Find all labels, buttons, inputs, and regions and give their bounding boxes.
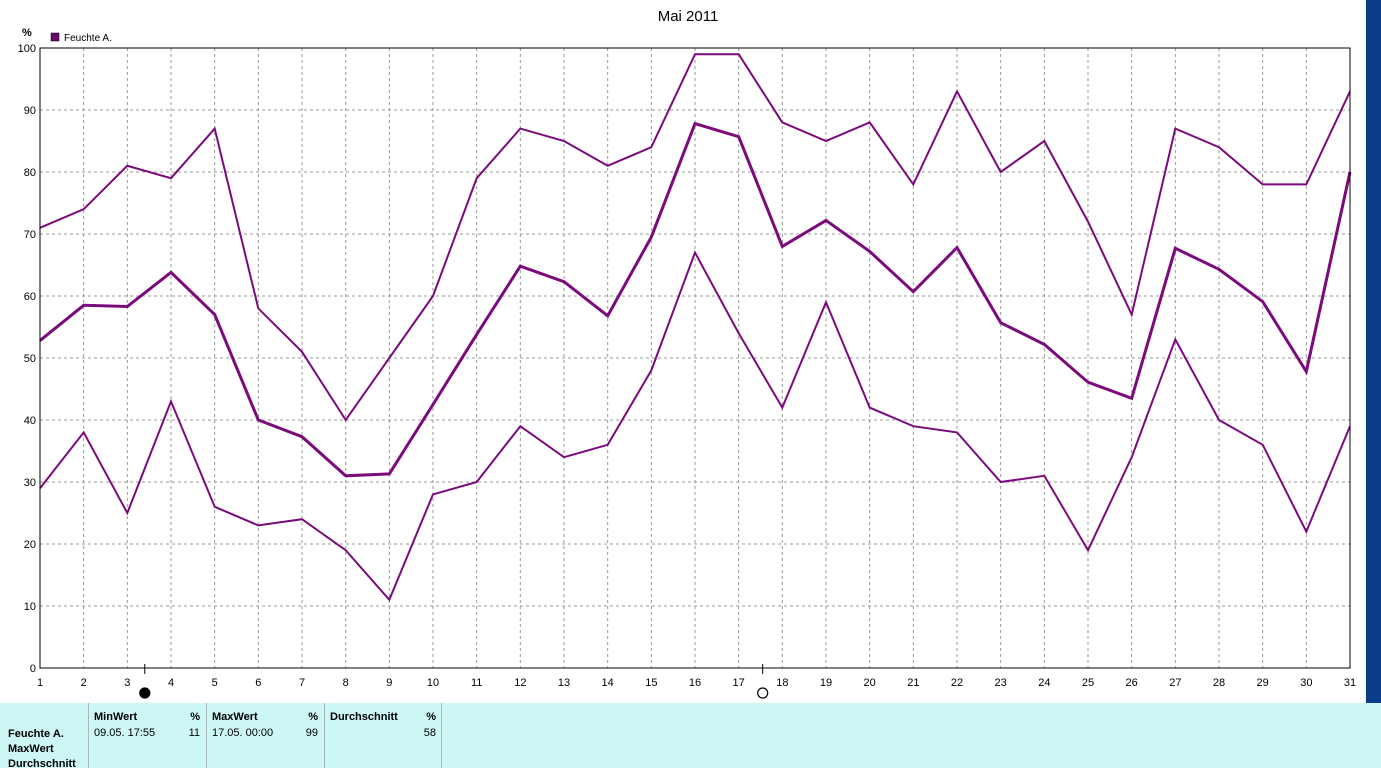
chart-title: Mai 2011 — [658, 8, 719, 25]
stats-row-label: Durchschnitt — [8, 758, 76, 768]
x-tick-label: 5 — [212, 677, 218, 689]
x-tick-label: 8 — [343, 677, 349, 689]
stats-column-header: Durchschnitt — [330, 711, 398, 723]
series-line-max — [39, 53, 1351, 422]
x-tick-label: 24 — [1038, 677, 1050, 689]
x-tick-label: 2 — [81, 677, 87, 689]
moon-markers — [139, 664, 769, 699]
grid-lines — [40, 48, 1350, 668]
x-tick-label: 19 — [820, 677, 832, 689]
x-tick-label: 21 — [907, 677, 919, 689]
stats-row-labels: Feuchte A. MaxWert Durchschnitt — [8, 727, 76, 768]
y-tick-label: 0 — [30, 663, 36, 675]
new-moon-icon — [757, 687, 769, 699]
stats-column-max: MaxWert % 17.05. 00:00 99 — [206, 703, 324, 768]
full-moon-icon — [139, 687, 151, 699]
x-tick-label: 25 — [1082, 677, 1094, 689]
series-line-average — [39, 121, 1352, 478]
x-tick-label: 28 — [1213, 677, 1225, 689]
stats-min-time: 09.05. 17:55 — [94, 727, 156, 739]
stats-max-value: 99 — [305, 727, 318, 739]
stats-max-time: 17.05. 00:00 — [212, 727, 274, 739]
stats-min-value: 11 — [188, 727, 200, 739]
x-tick-label: 17 — [733, 677, 745, 689]
y-tick-label: 70 — [24, 229, 36, 241]
stats-column-unit: % — [190, 711, 200, 723]
x-tick-label: 4 — [168, 677, 174, 689]
stats-column-min: MinWert % 09.05. 17:55 11 — [88, 703, 206, 768]
x-tick-label: 1 — [37, 677, 43, 689]
y-tick-label: 80 — [24, 167, 36, 179]
y-tick-label: 20 — [24, 539, 36, 551]
stats-column-unit: % — [308, 711, 318, 723]
x-tick-label: 26 — [1126, 677, 1138, 689]
stats-column-avg: Durchschnitt % 58 — [324, 703, 442, 768]
stats-column-unit: % — [426, 711, 436, 723]
y-tick-label: 100 — [18, 43, 36, 55]
y-tick-label: 40 — [24, 415, 36, 427]
series-line-min — [39, 250, 1351, 602]
humidity-chart: Mai 2011 % Feuchte A. 0 10 20 30 40 50 60 70 80 9… — [0, 0, 1381, 703]
stats-column-divider — [441, 703, 442, 768]
series-lines — [39, 53, 1352, 602]
stats-panel: Feuchte A. MaxWert Durchschnitt MinWert … — [0, 703, 1381, 768]
legend-swatch — [50, 32, 60, 42]
y-tick-label: 50 — [24, 353, 36, 365]
legend-label: Feuchte A. — [64, 33, 112, 44]
x-tick-label: 15 — [645, 677, 657, 689]
plot-frame — [39, 47, 1351, 669]
y-tick-label: 60 — [24, 291, 36, 303]
y-tick-label: 90 — [24, 105, 36, 117]
x-tick-label: 20 — [864, 677, 876, 689]
x-tick-label: 18 — [776, 677, 788, 689]
x-tick-label: 29 — [1257, 677, 1269, 689]
y-tick-label: 30 — [24, 477, 36, 489]
x-tick-label: 7 — [299, 677, 305, 689]
stats-column-header: MinWert — [94, 711, 138, 723]
x-tick-label: 6 — [255, 677, 261, 689]
x-tick-label: 13 — [558, 677, 570, 689]
right-edge-bar — [1366, 0, 1381, 703]
x-tick-label: 22 — [951, 677, 963, 689]
stats-row-label: Feuchte A. — [8, 728, 64, 740]
x-tick-label: 3 — [124, 677, 130, 689]
chart-background — [0, 0, 1381, 703]
x-tick-label: 9 — [386, 677, 392, 689]
x-tick-label: 23 — [995, 677, 1007, 689]
stats-avg-value: 58 — [423, 727, 436, 739]
x-tick-label: 10 — [427, 677, 439, 689]
y-axis-unit: % — [22, 27, 32, 39]
x-tick-label: 31 — [1344, 677, 1356, 689]
x-tick-label: 11 — [471, 677, 482, 689]
stats-row-label: MaxWert — [8, 743, 54, 755]
y-tick-label: 10 — [24, 601, 36, 613]
x-tick-label: 16 — [689, 677, 701, 689]
x-tick-label: 27 — [1169, 677, 1181, 689]
x-tick-label: 30 — [1300, 677, 1312, 689]
x-tick-label: 14 — [602, 677, 614, 689]
stats-column-header: MaxWert — [212, 711, 258, 723]
x-tick-label: 12 — [514, 677, 526, 689]
